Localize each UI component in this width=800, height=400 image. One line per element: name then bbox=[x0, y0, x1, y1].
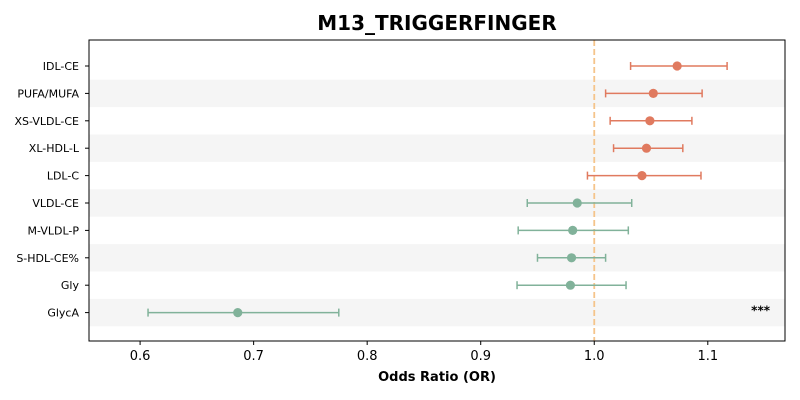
x-tick-label: 0.9 bbox=[470, 349, 491, 364]
y-tick-label: M-VLDL-P bbox=[28, 224, 80, 237]
or-point bbox=[672, 61, 682, 71]
or-point bbox=[233, 308, 243, 318]
y-tick-label: Gly bbox=[61, 279, 80, 292]
x-tick-label: 1.0 bbox=[584, 349, 605, 364]
plot-frame bbox=[88, 39, 786, 342]
y-tick-label: XS-VLDL-CE bbox=[14, 115, 79, 128]
x-axis-label: Odds Ratio (OR) bbox=[378, 370, 496, 385]
chart-marks: *** bbox=[147, 61, 771, 318]
x-tick-label: 0.8 bbox=[357, 349, 378, 364]
y-tick-label: GlycA bbox=[47, 307, 79, 320]
or-point bbox=[637, 171, 647, 181]
y-tick-label: XL-HDL-L bbox=[29, 142, 80, 155]
or-point bbox=[565, 280, 576, 290]
x-tick-label: 0.7 bbox=[243, 349, 264, 364]
y-tick-label: S-HDL-CE% bbox=[16, 252, 79, 265]
row-stripes bbox=[89, 79, 785, 327]
or-point bbox=[572, 198, 582, 208]
y-tick-label: LDL-C bbox=[47, 170, 80, 183]
x-tick-label: 0.6 bbox=[130, 349, 151, 364]
significance-annotation: *** bbox=[751, 304, 771, 318]
y-tick-label: PUFA/MUFA bbox=[17, 87, 79, 100]
y-axis-ticks: IDL-CE PUFA/MUFA XS-VLDL-CE XL-HDL-L LDL-C VL… bbox=[14, 60, 89, 320]
y-tick-label: VLDL-CE bbox=[32, 197, 79, 210]
or-point bbox=[645, 116, 655, 126]
row-stripe bbox=[89, 244, 785, 272]
or-point bbox=[566, 253, 577, 263]
y-tick-label: IDL-CE bbox=[43, 60, 79, 73]
or-point bbox=[568, 225, 578, 235]
x-axis-ticks: 0.6 0.7 0.8 0.9 1.0 1.1 bbox=[130, 341, 718, 364]
chart-title: M13_TRIGGERFINGER bbox=[317, 11, 556, 35]
or-point bbox=[641, 143, 652, 153]
or-point bbox=[648, 88, 658, 98]
x-tick-label: 1.1 bbox=[697, 349, 718, 364]
row-stripe bbox=[89, 189, 785, 217]
